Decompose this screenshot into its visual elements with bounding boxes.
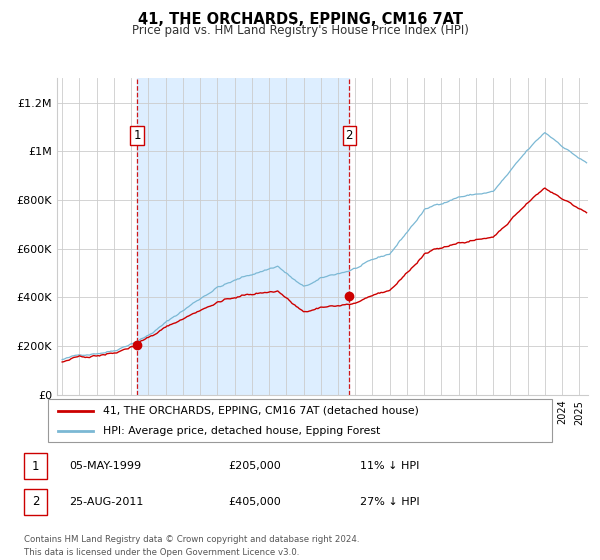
FancyBboxPatch shape xyxy=(24,453,47,479)
Text: 1: 1 xyxy=(133,129,141,142)
FancyBboxPatch shape xyxy=(24,488,47,515)
FancyBboxPatch shape xyxy=(48,399,552,442)
Text: 25-AUG-2011: 25-AUG-2011 xyxy=(69,497,143,507)
Text: Price paid vs. HM Land Registry's House Price Index (HPI): Price paid vs. HM Land Registry's House … xyxy=(131,24,469,36)
Text: 05-MAY-1999: 05-MAY-1999 xyxy=(69,461,141,471)
Text: 27% ↓ HPI: 27% ↓ HPI xyxy=(360,497,419,507)
Text: 11% ↓ HPI: 11% ↓ HPI xyxy=(360,461,419,471)
Text: 41, THE ORCHARDS, EPPING, CM16 7AT (detached house): 41, THE ORCHARDS, EPPING, CM16 7AT (deta… xyxy=(103,405,419,416)
Text: £405,000: £405,000 xyxy=(228,497,281,507)
Bar xyxy=(137,78,349,395)
Text: 41, THE ORCHARDS, EPPING, CM16 7AT: 41, THE ORCHARDS, EPPING, CM16 7AT xyxy=(137,12,463,27)
Text: 2: 2 xyxy=(32,496,39,508)
Text: Contains HM Land Registry data © Crown copyright and database right 2024.
This d: Contains HM Land Registry data © Crown c… xyxy=(24,535,359,557)
Text: HPI: Average price, detached house, Epping Forest: HPI: Average price, detached house, Eppi… xyxy=(103,426,380,436)
Text: 2: 2 xyxy=(346,129,353,142)
Text: 1: 1 xyxy=(32,460,39,473)
Text: £205,000: £205,000 xyxy=(228,461,281,471)
